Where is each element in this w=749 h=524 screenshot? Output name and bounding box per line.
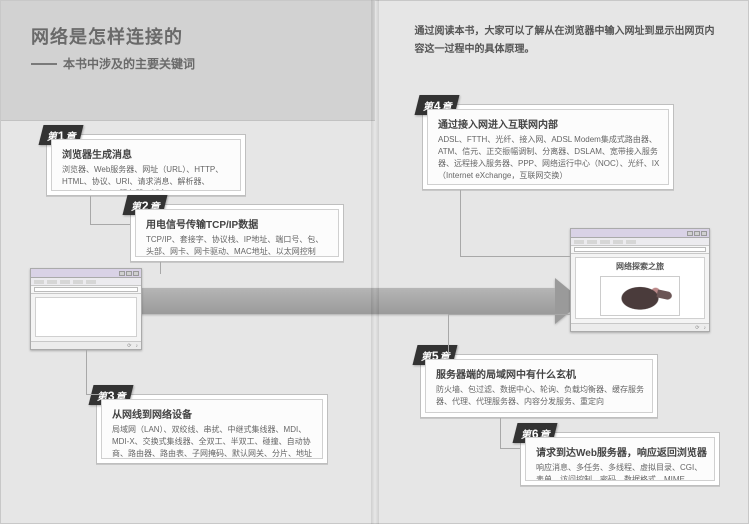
chapter-body-4: ADSL、FTTH、光纤、接入网、ADSL Modem集成式路由器、ATM、信元… [438, 134, 660, 182]
window-address-bar [571, 246, 709, 254]
chapter-title-4: 通过接入网进入互联网内部 [438, 116, 660, 131]
chapter-body-5: 防火墙、包过滤、数据中心、轮询、负载均衡器、缓存服务器、代理、代理服务器、内容分… [436, 384, 644, 408]
browser-window-result: 网络探索之旅 ⟳♪ [570, 228, 710, 332]
window-address-bar [31, 286, 141, 294]
connector [86, 394, 100, 395]
connector [500, 448, 520, 449]
intro-text: 通过阅读本书，大家可以了解从在浏览器中输入网址到显示出网页内容这一过程中的具体原… [415, 23, 719, 59]
window-content-blank [35, 297, 137, 337]
window-titlebar [571, 229, 709, 238]
window-statusbar: ⟳♪ [31, 341, 141, 349]
window-titlebar [31, 269, 141, 278]
chapter-title-5: 服务器端的局域网中有什么玄机 [436, 366, 644, 381]
chapter-body-6: 响应消息、多任务、多线程、虚拟目录、CGI、表单、访问控制、密码、数据格式、MI… [536, 462, 706, 481]
connector [460, 256, 570, 257]
address-field [34, 287, 138, 292]
connector [160, 262, 161, 274]
window-toolbar [31, 278, 141, 286]
title-sub-text: 本书中涉及的主要关键词 [63, 55, 195, 72]
connector [90, 196, 91, 224]
chapter-box-4: 第4章 通过接入网进入互联网内部 ADSL、FTTH、光纤、接入网、ADSL M… [422, 104, 674, 190]
connector [448, 314, 570, 315]
result-page-title: 网络探索之旅 [576, 261, 704, 272]
title-rule [31, 63, 57, 65]
chapter-inner-6: 请求到达Web服务器，响应返回浏览器 响应消息、多任务、多线程、虚拟目录、CGI… [525, 437, 715, 481]
chapter-inner-5: 服务器端的局域网中有什么玄机 防火墙、包过滤、数据中心、轮询、负载均衡器、缓存服… [425, 359, 653, 413]
chapter-box-1: 第1章 浏览器生成消息 浏览器、Web服务器、网址（URL）、HTTP、HTML… [46, 134, 246, 196]
title-block: 网络是怎样连接的 本书中涉及的主要关键词 [31, 23, 195, 72]
window-content-result: 网络探索之旅 [575, 257, 705, 319]
chapter-title-2: 用电信号传输TCP/IP数据 [146, 216, 330, 231]
chapter-body-1: 浏览器、Web服务器、网址（URL）、HTTP、HTML、协议、URI、请求消息… [62, 164, 232, 191]
chapter-box-2: 第2章 用电信号传输TCP/IP数据 TCP/IP、套接字、协议栈、IP地址、端… [130, 204, 344, 262]
chapter-title-1: 浏览器生成消息 [62, 146, 232, 161]
chapter-title-3: 从网线到网络设备 [112, 406, 314, 421]
connector [460, 190, 461, 256]
chapter-inner-2: 用电信号传输TCP/IP数据 TCP/IP、套接字、协议栈、IP地址、端口号、包… [135, 209, 339, 257]
connector [90, 224, 130, 225]
chapter-inner-3: 从网线到网络设备 局域网（LAN）、双绞线、串扰、中继式集线器、MDI、MDI-… [101, 399, 323, 459]
window-toolbar [571, 238, 709, 246]
window-statusbar: ⟳♪ [571, 323, 709, 331]
chapter-box-3: 第3章 从网线到网络设备 局域网（LAN）、双绞线、串扰、中继式集线器、MDI、… [96, 394, 328, 464]
title-main: 网络是怎样连接的 [31, 23, 195, 49]
chapter-box-6: 第6章 请求到达Web服务器，响应返回浏览器 响应消息、多任务、多线程、虚拟目录… [520, 432, 720, 486]
chapter-title-6: 请求到达Web服务器，响应返回浏览器 [536, 444, 706, 459]
flow-arrow [125, 288, 555, 314]
connector [500, 418, 501, 448]
result-image-fish [600, 276, 680, 316]
chapter-inner-1: 浏览器生成消息 浏览器、Web服务器、网址（URL）、HTTP、HTML、协议、… [51, 139, 241, 191]
connector [448, 314, 449, 354]
title-sub: 本书中涉及的主要关键词 [31, 55, 195, 72]
chapter-body-2: TCP/IP、套接字、协议栈、IP地址、端口号、包、头部、网卡、网卡驱动、MAC… [146, 234, 330, 257]
chapter-box-5: 第5章 服务器端的局域网中有什么玄机 防火墙、包过滤、数据中心、轮询、负载均衡器… [420, 354, 658, 418]
chapter-inner-4: 通过接入网进入互联网内部 ADSL、FTTH、光纤、接入网、ADSL Modem… [427, 109, 669, 185]
chapter-body-3: 局域网（LAN）、双绞线、串扰、中继式集线器、MDI、MDI-X、交换式集线器、… [112, 424, 314, 459]
connector [86, 350, 87, 394]
address-field [574, 247, 706, 252]
browser-window-input: ⟳♪ [30, 268, 142, 350]
